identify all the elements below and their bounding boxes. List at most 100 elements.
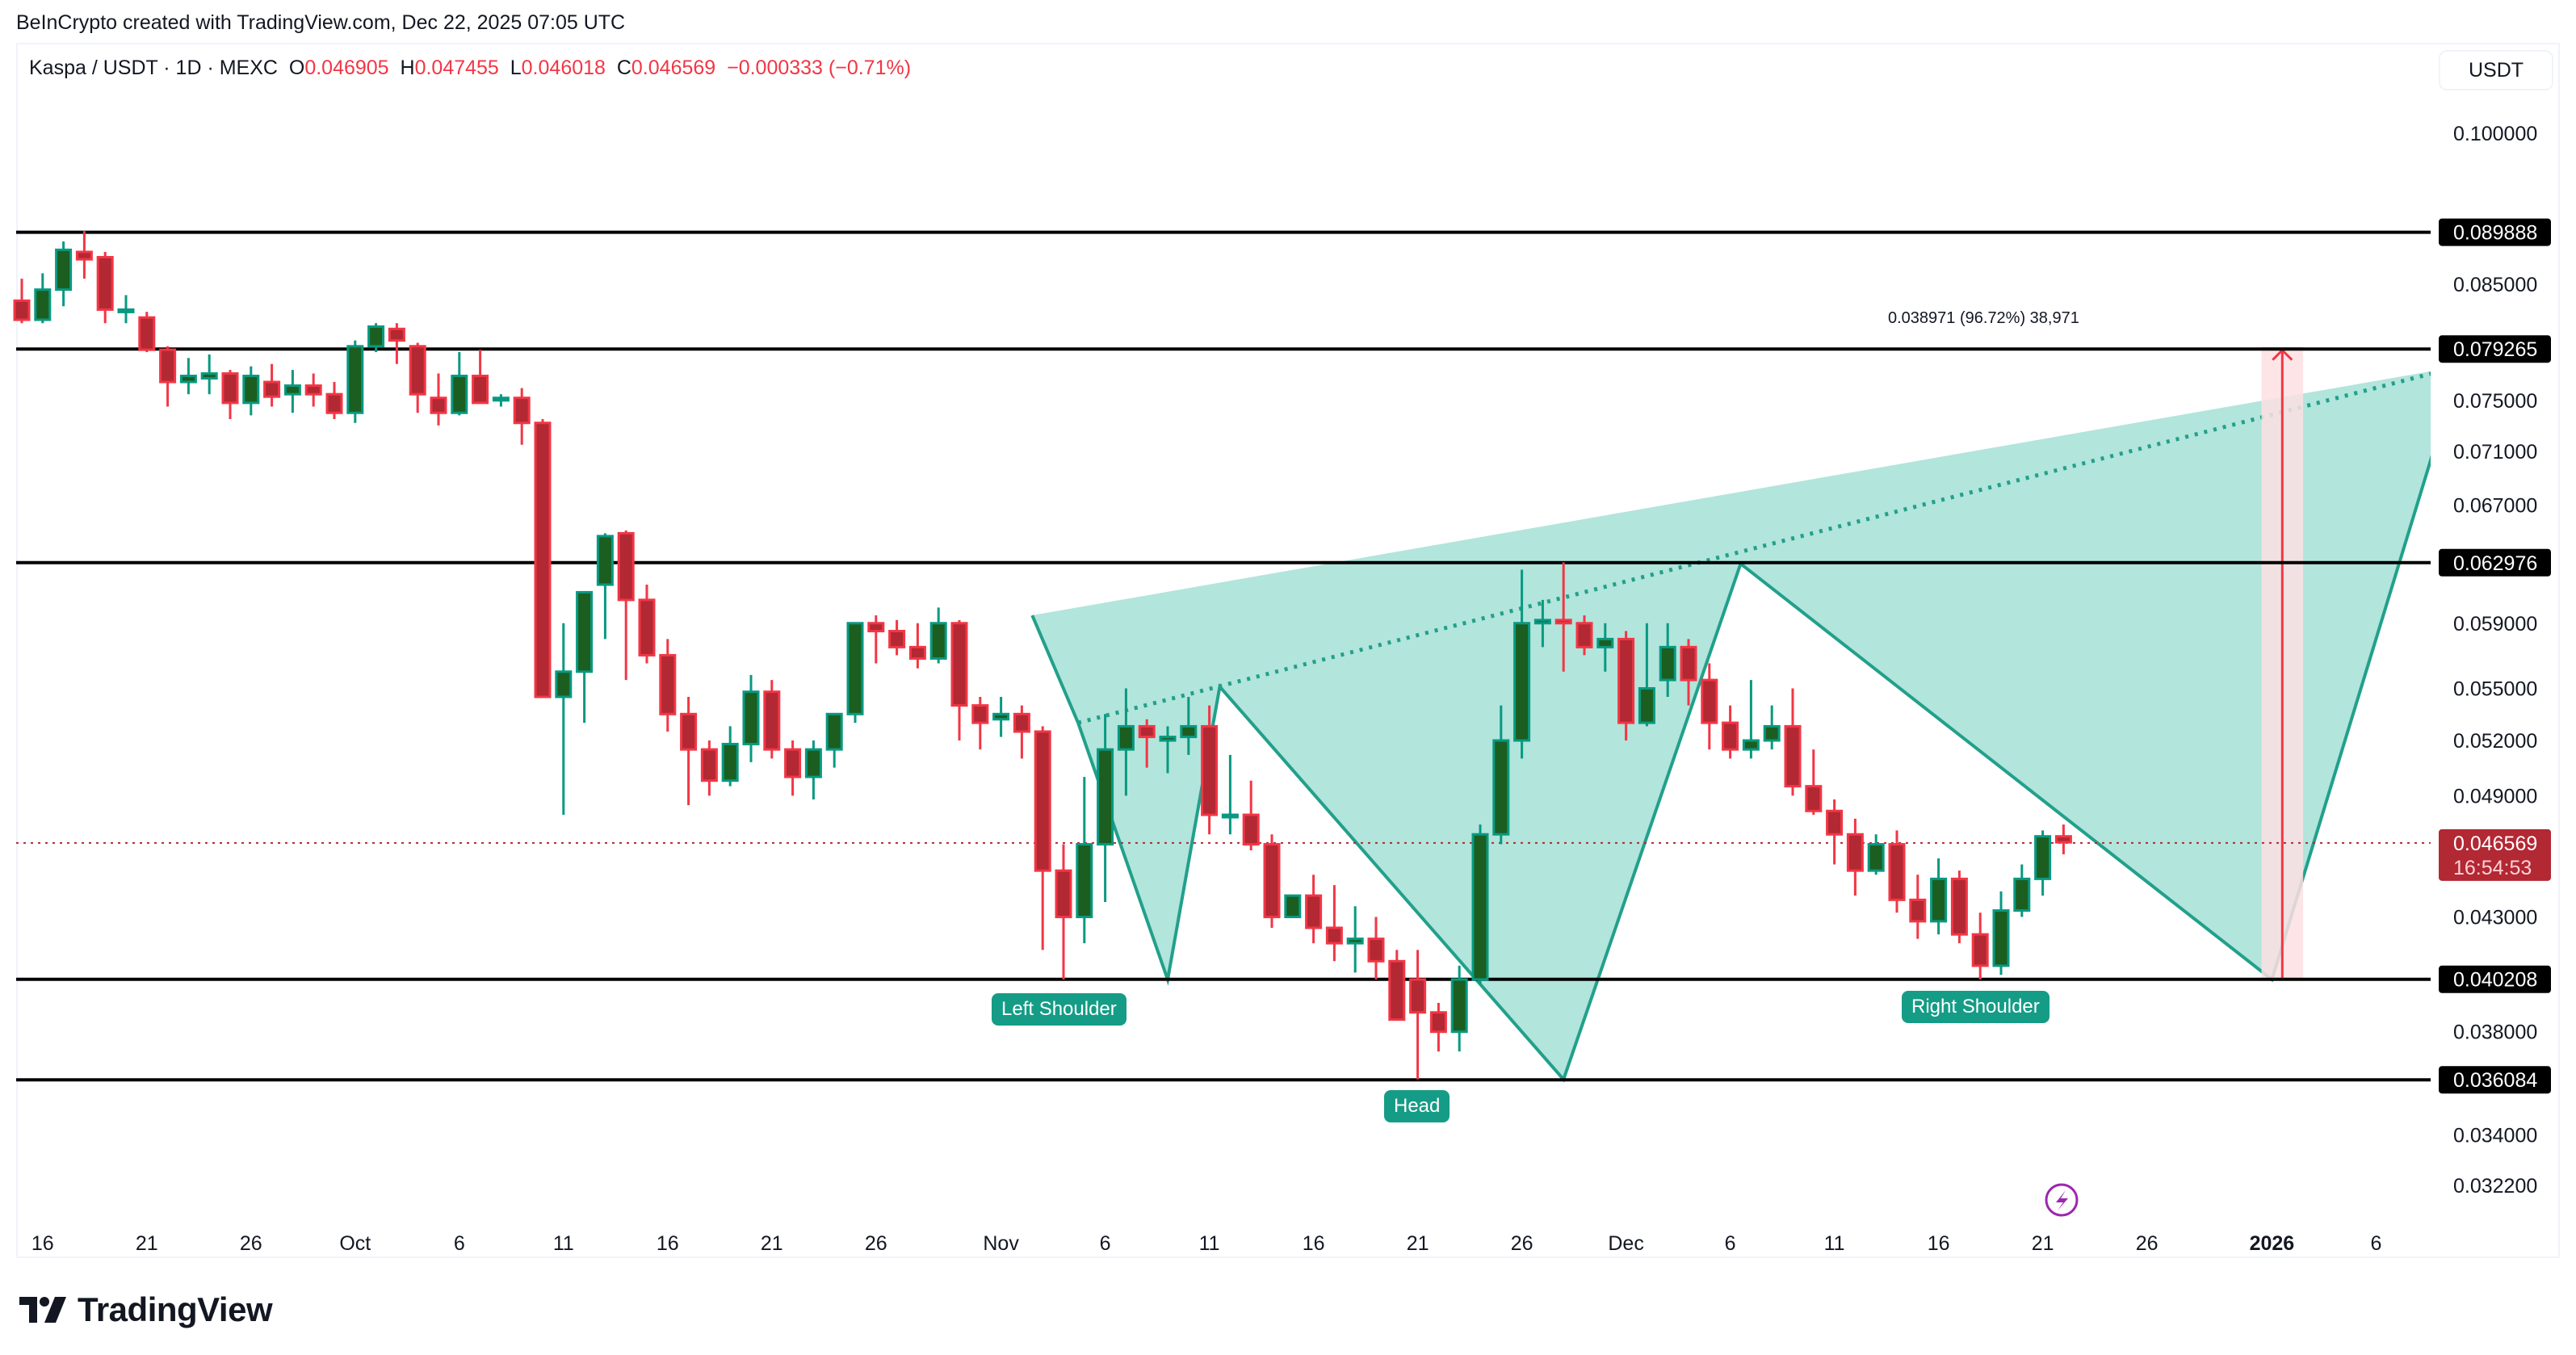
- candle[interactable]: [34, 273, 52, 324]
- candle[interactable]: [430, 373, 447, 426]
- head-label[interactable]: Head: [1384, 1090, 1450, 1122]
- candle[interactable]: [1034, 726, 1051, 950]
- candle[interactable]: [1971, 912, 1989, 980]
- candle[interactable]: [242, 366, 260, 416]
- candle[interactable]: [1076, 777, 1093, 944]
- candle[interactable]: [1930, 858, 1948, 935]
- candle[interactable]: [1180, 696, 1198, 755]
- candle[interactable]: [409, 342, 426, 413]
- candle[interactable]: [1533, 599, 1551, 648]
- candle[interactable]: [1617, 631, 1635, 740]
- candle[interactable]: [659, 639, 677, 732]
- candle[interactable]: [179, 358, 197, 395]
- candle[interactable]: [117, 295, 135, 324]
- lightning-alert-icon[interactable]: [2045, 1183, 2079, 1217]
- candle[interactable]: [325, 382, 343, 420]
- candle[interactable]: [908, 623, 926, 669]
- candle[interactable]: [1325, 885, 1343, 962]
- candle[interactable]: [555, 623, 573, 816]
- candle[interactable]: [1097, 714, 1114, 902]
- candle[interactable]: [1138, 719, 1156, 768]
- candle[interactable]: [1221, 754, 1239, 835]
- candle[interactable]: [1763, 705, 1781, 750]
- candle[interactable]: [1575, 615, 1593, 656]
- candle[interactable]: [929, 607, 947, 664]
- candle[interactable]: [617, 530, 635, 681]
- candle[interactable]: [96, 251, 114, 324]
- candle[interactable]: [1888, 830, 1906, 913]
- candle[interactable]: [159, 346, 177, 407]
- candle[interactable]: [451, 352, 468, 416]
- candle[interactable]: [1992, 891, 2010, 975]
- candle[interactable]: [1284, 894, 1302, 919]
- candle[interactable]: [784, 740, 802, 796]
- candle[interactable]: [1450, 965, 1468, 1052]
- candle[interactable]: [576, 590, 594, 724]
- candle[interactable]: [1909, 875, 1927, 939]
- candle[interactable]: [138, 312, 156, 353]
- candle[interactable]: [1201, 705, 1219, 835]
- candle[interactable]: [680, 696, 698, 806]
- candle[interactable]: [75, 231, 93, 279]
- candle[interactable]: [200, 354, 218, 395]
- candle[interactable]: [1826, 799, 1844, 865]
- candle[interactable]: [1784, 688, 1802, 796]
- candle[interactable]: [534, 419, 552, 698]
- candle[interactable]: [513, 388, 531, 445]
- candle[interactable]: [1388, 950, 1406, 1021]
- candle[interactable]: [804, 740, 822, 800]
- candle[interactable]: [700, 740, 718, 796]
- candle[interactable]: [1471, 824, 1489, 984]
- candle[interactable]: [888, 619, 906, 656]
- candle[interactable]: [1409, 950, 1427, 1080]
- candle[interactable]: [2034, 830, 2052, 896]
- candle[interactable]: [472, 350, 489, 405]
- candle[interactable]: [492, 394, 510, 407]
- candle[interactable]: [742, 674, 760, 762]
- candle[interactable]: [1638, 623, 1655, 727]
- candle[interactable]: [763, 680, 781, 759]
- candle[interactable]: [367, 323, 385, 353]
- candle[interactable]: [1492, 705, 1510, 845]
- candle[interactable]: [596, 533, 614, 640]
- left-shoulder-label[interactable]: Left Shoulder: [992, 993, 1126, 1026]
- candle[interactable]: [1596, 623, 1614, 672]
- candle[interactable]: [1742, 680, 1760, 759]
- candle[interactable]: [971, 696, 989, 750]
- candle[interactable]: [1242, 780, 1260, 850]
- candle[interactable]: [2013, 864, 2031, 917]
- candle[interactable]: [950, 619, 968, 740]
- candle[interactable]: [992, 696, 1010, 737]
- candle[interactable]: [1722, 705, 1739, 759]
- candle[interactable]: [721, 726, 739, 787]
- candle[interactable]: [1805, 749, 1823, 816]
- tradingview-logo[interactable]: TradingView: [19, 1290, 273, 1329]
- candle[interactable]: [55, 241, 73, 307]
- candle[interactable]: [1701, 663, 1718, 750]
- candle[interactable]: [1846, 818, 1864, 896]
- candle[interactable]: [1554, 562, 1572, 672]
- candle[interactable]: [283, 370, 301, 413]
- candle[interactable]: [1305, 875, 1323, 944]
- candle[interactable]: [1055, 844, 1072, 980]
- candle[interactable]: [1867, 834, 1885, 875]
- candle[interactable]: [1367, 917, 1385, 980]
- candle[interactable]: [1346, 906, 1364, 973]
- candle[interactable]: [1263, 834, 1281, 928]
- currency-button[interactable]: USDT: [2439, 50, 2553, 90]
- candle[interactable]: [388, 323, 405, 364]
- candle[interactable]: [1159, 726, 1177, 774]
- candle[interactable]: [1429, 1002, 1447, 1052]
- candle[interactable]: [1680, 639, 1697, 706]
- candle[interactable]: [346, 340, 364, 423]
- candle[interactable]: [263, 363, 281, 407]
- candle[interactable]: [846, 622, 864, 724]
- candle[interactable]: [638, 585, 656, 664]
- candle[interactable]: [1117, 688, 1135, 796]
- candle[interactable]: [13, 279, 31, 324]
- candle[interactable]: [304, 373, 322, 407]
- symbol-title[interactable]: Kaspa / USDT · 1D · MEXC: [29, 57, 278, 79]
- right-shoulder-label[interactable]: Right Shoulder: [1902, 991, 2049, 1023]
- candle[interactable]: [867, 615, 885, 664]
